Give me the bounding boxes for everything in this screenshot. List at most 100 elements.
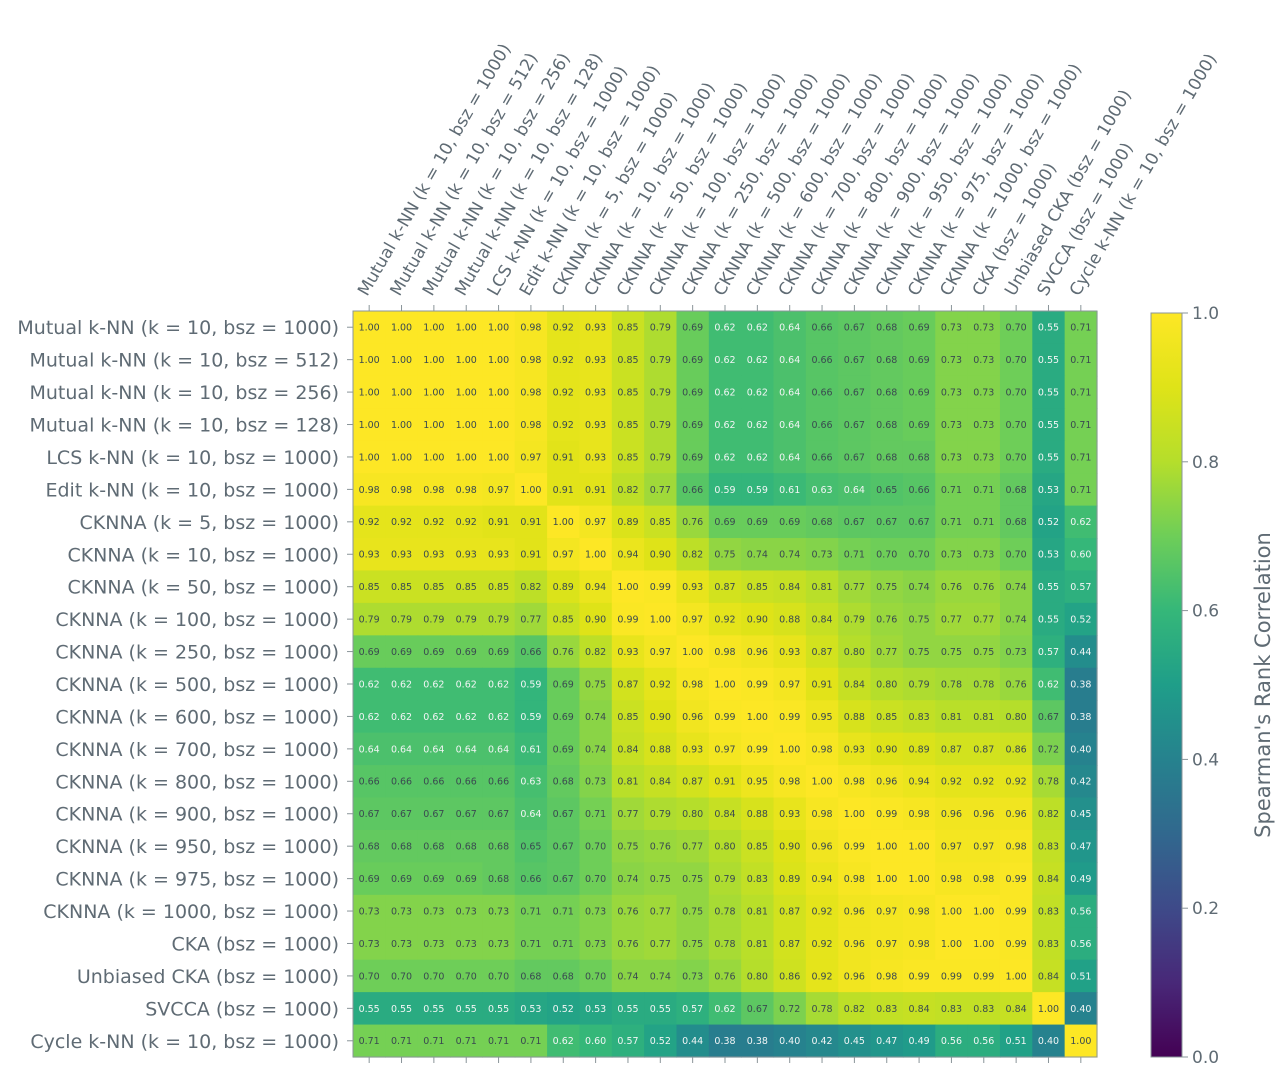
heatmap-cell-label-r19-c4: 0.73 (488, 939, 509, 950)
heatmap-cell-r2-c4 (482, 375, 516, 409)
heatmap-cell-r21-c21 (1032, 992, 1066, 1026)
heatmap-cells (353, 311, 1098, 1058)
heatmap-cell-r0-c3 (450, 311, 483, 345)
heatmap-cell-r14-c6 (547, 765, 581, 799)
heatmap-cell-label-r15-c3: 0.67 (456, 809, 477, 820)
heatmap-cell-r21-c8 (611, 992, 645, 1026)
heatmap-cell-label-r17-c12: 0.83 (747, 874, 768, 885)
heatmap-cell-label-r16-c15: 0.99 (844, 842, 865, 853)
heatmap-cell-label-r10-c0: 0.69 (359, 647, 380, 658)
heatmap-cell-label-r18-c20: 0.99 (1006, 906, 1027, 917)
heatmap-cell-r5-c10 (676, 473, 710, 507)
heatmap-cell-label-r21-c10: 0.57 (682, 1004, 703, 1015)
heatmap-cell-r15-c4 (482, 797, 516, 831)
heatmap-cell-r17-c22 (1064, 862, 1098, 896)
heatmap-cell-r22-c6 (547, 1024, 581, 1058)
heatmap-cell-label-r2-c9: 0.79 (650, 387, 671, 398)
heatmap-cell-label-r10-c1: 0.69 (391, 647, 412, 658)
heatmap-cell-label-r18-c17: 0.98 (909, 906, 930, 917)
heatmap-cell-label-r4-c14: 0.66 (811, 452, 832, 463)
heatmap-cell-label-r15-c19: 0.96 (973, 809, 994, 820)
heatmap-cell-label-r17-c8: 0.74 (617, 874, 638, 885)
heatmap-cell-r9-c15 (838, 602, 872, 636)
heatmap-cell-label-r2-c8: 0.85 (617, 387, 638, 398)
heatmap-cell-label-r9-c0: 0.79 (359, 615, 380, 626)
row-label-19: CKA (bsz = 1000) (171, 933, 339, 955)
heatmap-cell-label-r4-c0: 1.00 (359, 452, 380, 463)
heatmap-cell-r6-c4 (482, 505, 516, 539)
heatmap-cell-r2-c12 (741, 375, 775, 409)
heatmap-cell-r14-c4 (482, 765, 516, 799)
heatmap-cell-label-r14-c22: 0.42 (1070, 777, 1091, 788)
heatmap-cell-r6-c19 (967, 505, 1001, 539)
heatmap-cell-r0-c14 (805, 311, 839, 345)
heatmap-cell-r21-c14 (805, 992, 839, 1026)
heatmap-cell-label-r9-c3: 0.79 (456, 615, 477, 626)
heatmap-cell-label-r16-c7: 0.70 (585, 842, 606, 853)
heatmap-cell-r12-c20 (999, 700, 1033, 734)
heatmap-cell-r18-c0 (353, 894, 386, 928)
heatmap-cell-r14-c15 (838, 765, 872, 799)
heatmap-cell-r19-c19 (967, 927, 1001, 961)
heatmap-cell-label-r12-c0: 0.62 (359, 712, 380, 723)
heatmap-cell-label-r19-c22: 0.56 (1070, 939, 1091, 950)
heatmap-cell-r3-c6 (547, 408, 581, 442)
heatmap-cell-r7-c18 (935, 538, 969, 572)
heatmap-cell-label-r16-c13: 0.90 (779, 842, 800, 853)
heatmap-cell-r13-c1 (385, 732, 419, 766)
heatmap-cell-r8-c20 (999, 570, 1033, 604)
heatmap-cell-r4-c12 (741, 440, 775, 474)
heatmap-cell-r14-c13 (773, 765, 807, 799)
heatmap-cell-r0-c6 (547, 311, 581, 345)
heatmap-cell-r15-c8 (611, 797, 645, 831)
heatmap-cell-label-r13-c2: 0.64 (423, 744, 444, 755)
heatmap-cell-r22-c15 (838, 1024, 872, 1058)
heatmap-cell-r22-c19 (967, 1024, 1001, 1058)
heatmap-cell-label-r3-c22: 0.71 (1070, 420, 1091, 431)
heatmap-cell-r3-c13 (773, 408, 807, 442)
heatmap-cell-label-r6-c14: 0.68 (811, 517, 832, 528)
heatmap-cell-r18-c12 (741, 894, 775, 928)
heatmap-cell-r6-c16 (870, 505, 904, 539)
heatmap-cell-r12-c3 (450, 700, 483, 734)
heatmap-cell-r17-c20 (999, 862, 1033, 896)
heatmap-cell-label-r3-c2: 1.00 (423, 420, 444, 431)
heatmap-cell-label-r9-c13: 0.88 (779, 615, 800, 626)
heatmap-cell-label-r7-c0: 0.93 (359, 550, 380, 561)
heatmap-cell-label-r13-c13: 1.00 (779, 744, 800, 755)
heatmap-cell-label-r7-c7: 1.00 (585, 550, 606, 561)
heatmap-cell-label-r15-c20: 0.96 (1006, 809, 1027, 820)
heatmap-cell-r17-c21 (1032, 862, 1066, 896)
heatmap-cell-r11-c2 (417, 667, 451, 701)
row-label-13: CKNNA (k = 700, bsz = 1000) (55, 739, 339, 761)
heatmap-cell-r12-c16 (870, 700, 904, 734)
heatmap-cell-label-r21-c5: 0.53 (520, 1004, 541, 1015)
heatmap-cell-r13-c6 (547, 732, 581, 766)
heatmap-cell-r1-c9 (644, 343, 678, 377)
heatmap-cell-r12-c17 (902, 700, 936, 734)
heatmap-cell-r10-c12 (741, 635, 775, 669)
heatmap-cell-label-r7-c4: 0.93 (488, 550, 509, 561)
heatmap-cell-label-r22-c9: 0.52 (650, 1036, 671, 1047)
heatmap-cell-r7-c13 (773, 538, 807, 572)
heatmap-cell-label-r22-c22: 1.00 (1070, 1036, 1091, 1047)
heatmap-cell-label-r7-c22: 0.60 (1070, 550, 1091, 561)
heatmap-cell-r14-c8 (611, 765, 645, 799)
heatmap-cell-r13-c2 (417, 732, 451, 766)
heatmap-cell-label-r10-c14: 0.87 (811, 647, 832, 658)
heatmap-cell-r7-c20 (999, 538, 1033, 572)
heatmap-cell-r0-c2 (417, 311, 451, 345)
heatmap-cell-label-r16-c14: 0.96 (811, 842, 832, 853)
heatmap-cell-r5-c2 (417, 473, 451, 507)
heatmap-cell-label-r3-c7: 0.93 (585, 420, 606, 431)
heatmap-cell-label-r16-c9: 0.76 (650, 842, 671, 853)
heatmap-cell-label-r2-c19: 0.73 (973, 387, 994, 398)
heatmap-cell-label-r1-c14: 0.66 (811, 355, 832, 366)
heatmap-cell-label-r21-c13: 0.72 (779, 1004, 800, 1015)
heatmap-cell-r17-c2 (417, 862, 451, 896)
heatmap-cell-r19-c9 (644, 927, 678, 961)
heatmap-cell-r18-c5 (514, 894, 548, 928)
heatmap-cell-r15-c5 (514, 797, 548, 831)
heatmap-cell-r3-c16 (870, 408, 904, 442)
heatmap-cell-r20-c15 (838, 959, 872, 993)
